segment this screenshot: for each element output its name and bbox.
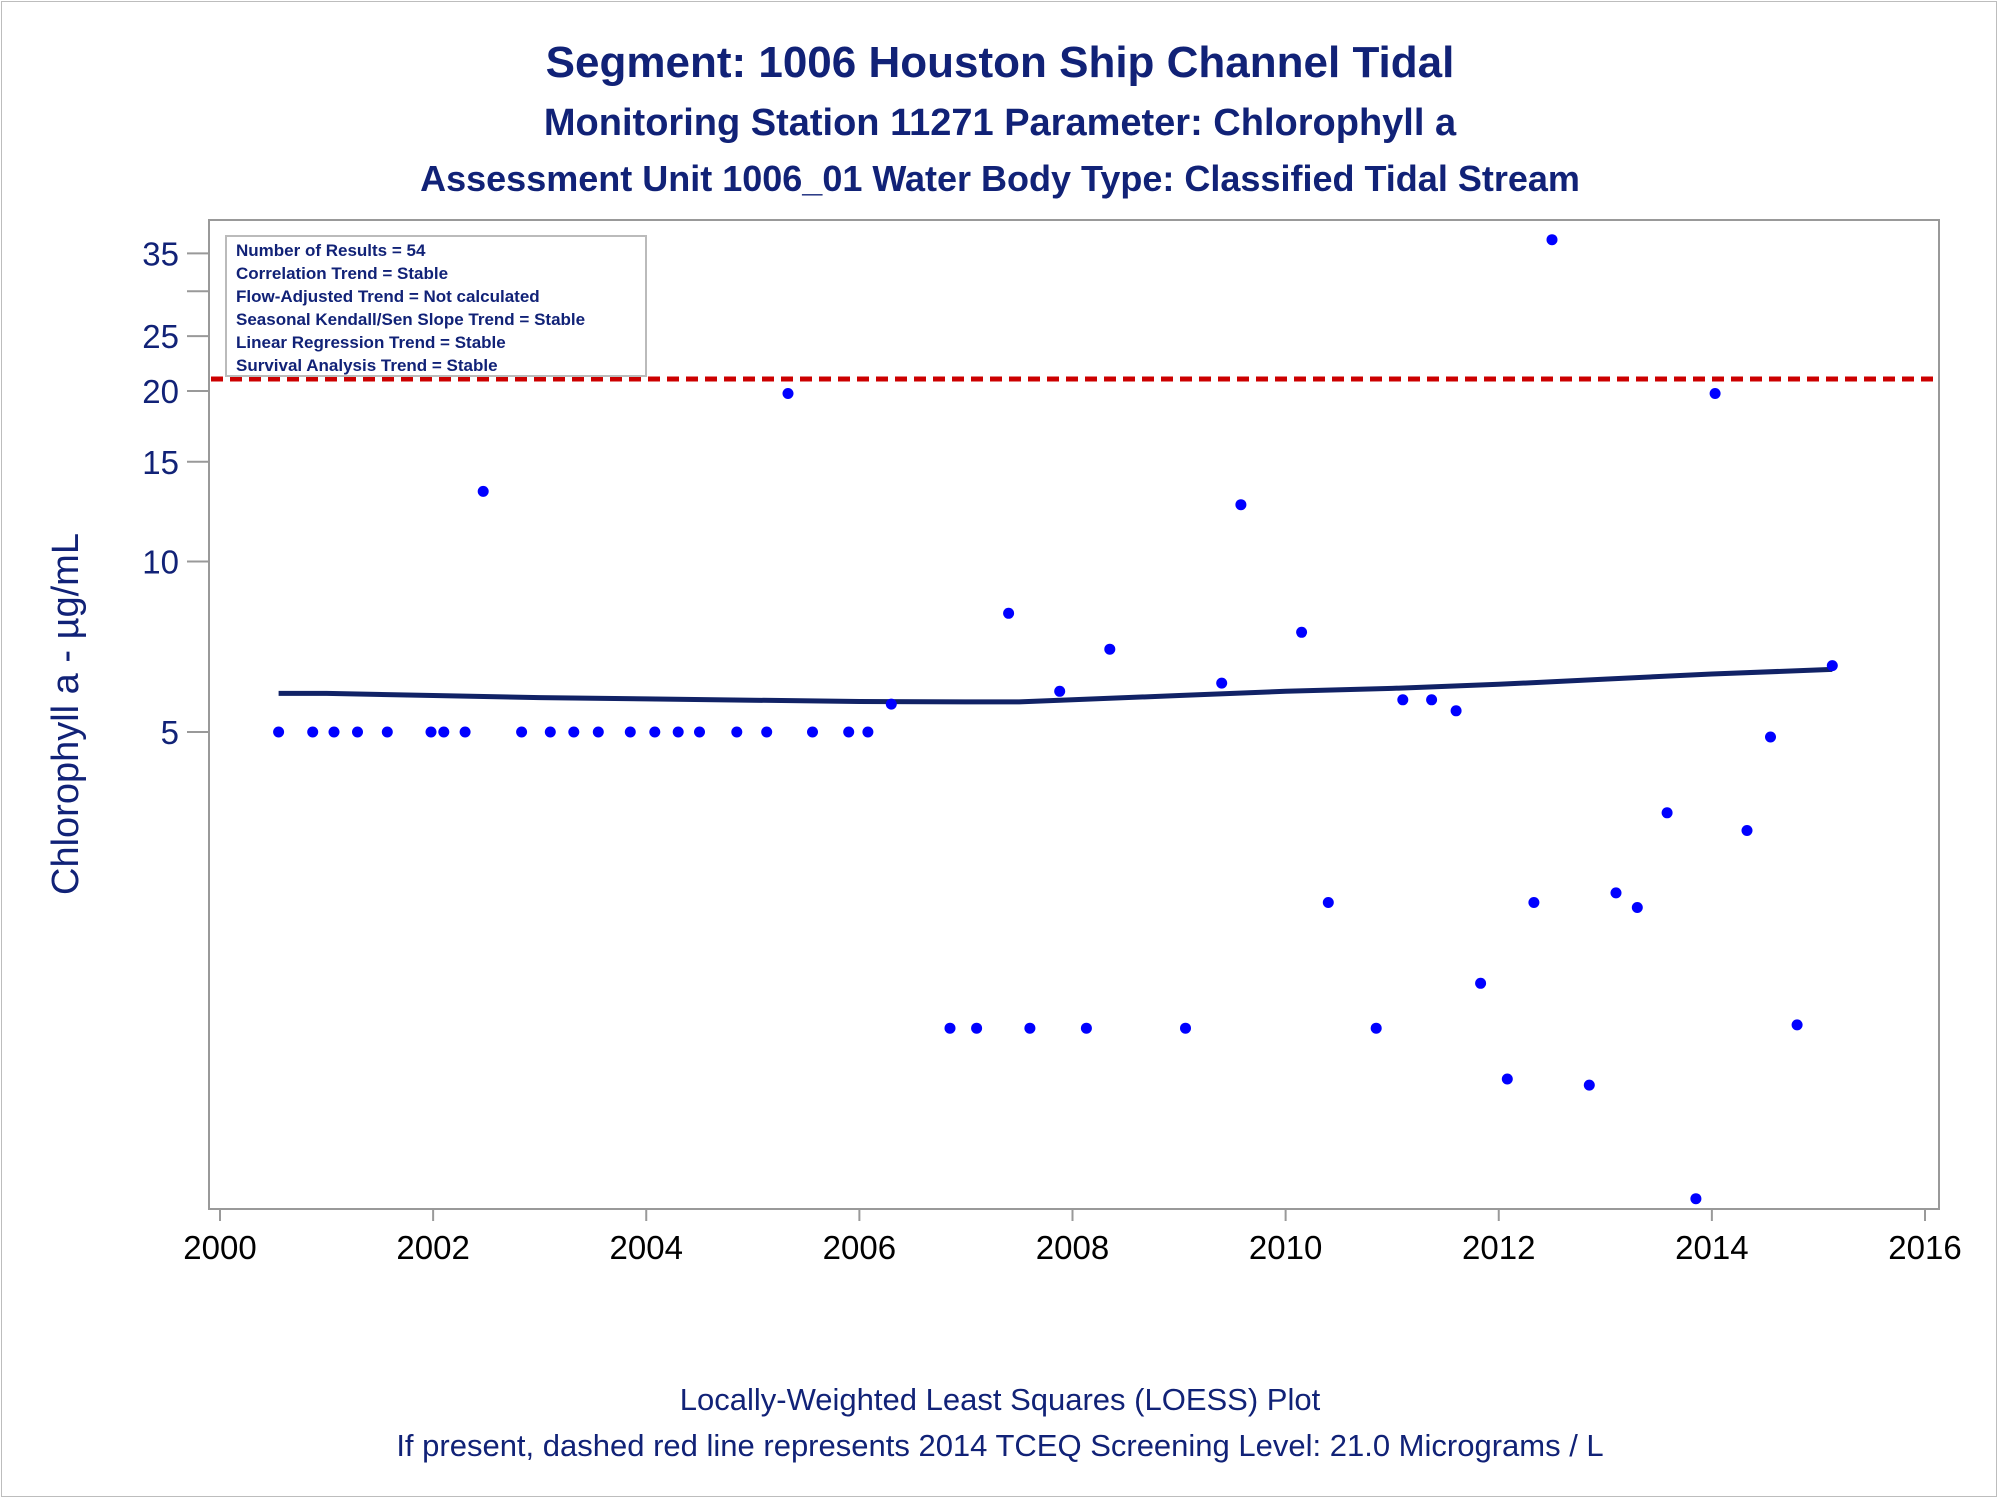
data-point bbox=[1370, 1022, 1382, 1034]
data-point bbox=[782, 388, 794, 399]
stats-box: Number of Results = 54 Correlation Trend… bbox=[225, 235, 647, 377]
x-tick-label: 2010 bbox=[1249, 1229, 1322, 1266]
chart-subtitle-assessment: Assessment Unit 1006_01 Water Body Type:… bbox=[420, 158, 1580, 199]
data-point bbox=[1216, 677, 1228, 689]
data-point bbox=[1296, 626, 1308, 638]
data-point bbox=[1661, 807, 1673, 819]
data-point bbox=[1003, 607, 1015, 619]
data-point bbox=[516, 726, 528, 738]
data-point bbox=[1741, 825, 1753, 836]
x-axis: 2000 2002 2004 2006 2008 2010 2012 2014 2016 bbox=[183, 1209, 1962, 1266]
data-point bbox=[731, 726, 743, 738]
x-tick-label: 2002 bbox=[396, 1229, 469, 1266]
data-point bbox=[1826, 660, 1838, 672]
stats-line-survival: Survival Analysis Trend = Stable bbox=[236, 356, 498, 375]
data-point bbox=[761, 726, 773, 738]
data-point bbox=[1450, 705, 1462, 717]
data-point bbox=[381, 726, 393, 738]
data-point bbox=[1501, 1073, 1513, 1085]
footnote-screening: If present, dashed red line represents 2… bbox=[396, 1428, 1604, 1463]
x-tick-label: 2012 bbox=[1462, 1229, 1535, 1266]
data-point bbox=[1080, 1022, 1092, 1034]
data-point bbox=[1610, 887, 1622, 899]
data-points bbox=[273, 234, 1838, 1205]
data-point bbox=[672, 726, 684, 738]
data-point bbox=[885, 698, 897, 710]
y-tick-label: 25 bbox=[142, 318, 179, 355]
y-tick-label: 10 bbox=[142, 544, 179, 581]
data-point bbox=[843, 726, 855, 738]
data-point bbox=[1054, 685, 1066, 697]
data-point bbox=[273, 726, 285, 738]
x-tick-label: 2000 bbox=[183, 1229, 256, 1266]
data-point bbox=[1791, 1019, 1803, 1031]
data-point bbox=[1583, 1079, 1595, 1091]
data-point bbox=[352, 726, 363, 738]
x-tick-label: 2008 bbox=[1036, 1229, 1109, 1266]
data-point bbox=[1235, 499, 1247, 511]
data-point bbox=[568, 726, 580, 738]
data-point bbox=[592, 726, 604, 738]
data-point bbox=[328, 726, 340, 738]
stats-line-linear-regression: Linear Regression Trend = Stable bbox=[236, 333, 506, 352]
data-point bbox=[694, 726, 705, 738]
data-point bbox=[971, 1022, 983, 1034]
data-point bbox=[1528, 897, 1540, 908]
x-tick-label: 2006 bbox=[823, 1229, 896, 1266]
data-point bbox=[307, 726, 319, 738]
data-point bbox=[862, 726, 874, 738]
loess-curve bbox=[278, 666, 1833, 705]
y-axis: 5 10 15 20 25 35 bbox=[142, 235, 209, 751]
footnote-loess: Locally-Weighted Least Squares (LOESS) P… bbox=[679, 1382, 1321, 1417]
data-point bbox=[1180, 1022, 1191, 1034]
data-point bbox=[459, 726, 471, 738]
data-point bbox=[944, 1022, 956, 1034]
data-point bbox=[624, 726, 636, 738]
data-point bbox=[649, 726, 661, 738]
data-point bbox=[438, 726, 450, 738]
data-point bbox=[1631, 902, 1643, 913]
y-tick-label: 15 bbox=[142, 444, 179, 481]
x-tick-label: 2004 bbox=[610, 1229, 683, 1266]
stats-line-seasonal-kendall: Seasonal Kendall/Sen Slope Trend = Stabl… bbox=[236, 310, 585, 329]
data-point bbox=[1426, 694, 1438, 706]
stats-line-flow-adjusted: Flow-Adjusted Trend = Not calculated bbox=[236, 287, 540, 306]
chart-subtitle-station: Monitoring Station 11271 Parameter: Chlo… bbox=[543, 102, 1457, 144]
data-point bbox=[1024, 1022, 1036, 1034]
chart-title: Segment: 1006 Houston Ship Channel Tidal bbox=[545, 38, 1455, 87]
data-point bbox=[1104, 643, 1116, 655]
x-tick-label: 2016 bbox=[1888, 1229, 1961, 1266]
data-point bbox=[1546, 234, 1558, 246]
data-point bbox=[477, 485, 489, 497]
data-point bbox=[1690, 1193, 1702, 1205]
plot-area bbox=[208, 219, 1940, 1210]
data-point bbox=[807, 726, 818, 738]
data-point bbox=[544, 726, 556, 738]
stats-line-results: Number of Results = 54 bbox=[236, 241, 426, 260]
y-axis-label: Chlorophyll a - µg/mL bbox=[45, 533, 87, 895]
data-point bbox=[1322, 897, 1334, 908]
y-tick-label: 5 bbox=[161, 714, 179, 751]
data-point bbox=[1397, 694, 1409, 706]
stats-box-frame bbox=[225, 235, 647, 377]
data-point bbox=[1765, 731, 1776, 743]
x-tick-label: 2014 bbox=[1675, 1229, 1748, 1266]
data-point bbox=[1475, 977, 1487, 989]
y-tick-label: 20 bbox=[142, 373, 179, 410]
data-point bbox=[1709, 388, 1721, 399]
data-point bbox=[425, 726, 437, 738]
stats-line-correlation: Correlation Trend = Stable bbox=[236, 264, 448, 283]
y-tick-label: 35 bbox=[142, 235, 179, 272]
